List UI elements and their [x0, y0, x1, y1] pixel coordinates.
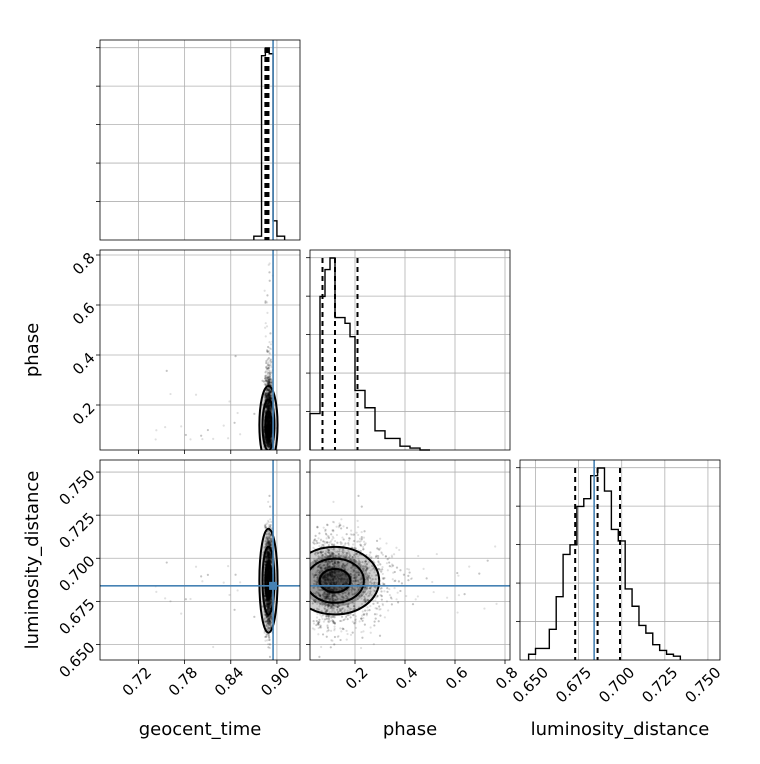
sample-point — [265, 375, 267, 377]
sample-point — [155, 429, 157, 431]
hist-panel-geocent_time — [96, 40, 300, 240]
sample-point — [264, 640, 266, 642]
sample-point — [223, 582, 225, 584]
sample-point — [189, 598, 191, 600]
sample-point — [169, 600, 171, 602]
sample-point — [264, 327, 266, 329]
sample-point — [166, 561, 168, 563]
hist-panel-geocent_time-bg — [100, 40, 300, 240]
sample-point — [270, 361, 272, 363]
sample-point — [212, 438, 214, 440]
sample-point — [269, 280, 271, 282]
sample-point — [269, 518, 271, 520]
sample-point — [155, 591, 157, 593]
sample-point — [270, 524, 272, 526]
sample-point — [263, 381, 265, 383]
sample-point — [207, 574, 209, 576]
sample-point — [267, 646, 269, 648]
sample-point — [223, 425, 225, 427]
sample-point — [264, 377, 266, 379]
sample-point — [239, 433, 241, 435]
sample-point — [265, 366, 267, 368]
sample-point — [266, 377, 268, 379]
sample-point — [268, 639, 270, 641]
sample-point — [269, 656, 271, 658]
sample-point — [201, 580, 203, 582]
sample-point — [268, 341, 270, 343]
sample-point — [265, 636, 267, 638]
sample-point — [267, 346, 269, 348]
sample-point — [265, 322, 267, 324]
sample-point — [164, 426, 166, 428]
sample-point — [267, 520, 269, 522]
sample-point — [268, 364, 270, 366]
sample-point — [155, 438, 157, 440]
sample-point — [189, 438, 191, 440]
sample-point — [269, 375, 271, 377]
sample-point — [270, 359, 272, 361]
sample-point — [264, 302, 266, 304]
sample-point — [264, 371, 266, 373]
sample-point — [237, 589, 239, 591]
sample-point — [265, 335, 267, 337]
sample-point — [267, 358, 269, 360]
sample-point — [267, 501, 269, 503]
scatter-panel-geocent_time-phase — [96, 250, 300, 464]
sample-point — [270, 521, 272, 523]
hist-panel-phase — [306, 250, 510, 450]
sample-point — [228, 594, 230, 596]
sample-point — [266, 312, 268, 314]
sample-point — [200, 435, 202, 437]
sample-point — [265, 362, 267, 364]
sample-point — [268, 271, 270, 273]
sample-point — [164, 597, 166, 599]
sample-point — [212, 646, 214, 648]
sample-point — [264, 290, 266, 292]
hist-panel-phase-bg — [310, 250, 510, 450]
sample-point — [201, 438, 203, 440]
sample-point — [233, 422, 235, 424]
sample-point — [169, 393, 171, 395]
sample-point — [266, 351, 268, 353]
sample-point — [195, 394, 197, 396]
sample-point — [228, 400, 230, 402]
sample-point — [195, 566, 197, 568]
hist-panel-luminosity_distance — [516, 460, 720, 660]
sample-point — [269, 262, 271, 264]
sample-point — [269, 332, 271, 334]
sample-point — [180, 613, 182, 615]
sample-point — [270, 343, 272, 345]
sample-point — [253, 413, 255, 415]
sample-point — [268, 637, 270, 639]
sample-point — [166, 370, 168, 372]
scatter-panel-geocent_time-luminosity_distance — [96, 460, 300, 689]
sample-point — [266, 325, 268, 327]
sample-point — [207, 429, 209, 431]
sample-point — [266, 294, 268, 296]
sample-point — [180, 425, 182, 427]
sample-point — [234, 355, 236, 357]
sample-point — [263, 632, 265, 634]
sample-point — [233, 609, 235, 611]
sample-point — [185, 434, 187, 436]
sample-point — [227, 565, 229, 567]
sample-point — [265, 379, 267, 381]
sample-point — [268, 635, 270, 637]
sample-point — [237, 412, 239, 414]
sample-point — [268, 380, 270, 382]
sample-point — [227, 437, 229, 439]
sample-point — [266, 639, 268, 641]
sample-point — [239, 581, 241, 583]
sample-point — [270, 378, 272, 380]
sample-point — [267, 367, 269, 369]
